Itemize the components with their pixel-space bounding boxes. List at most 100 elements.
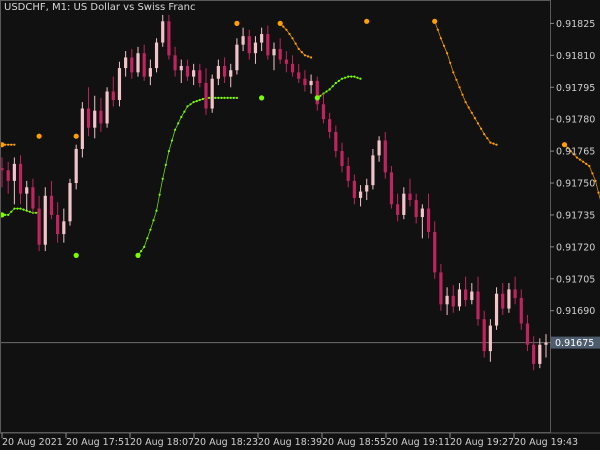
resistance-line-point xyxy=(575,156,579,159)
bull-candle-body xyxy=(272,48,276,56)
support-line-point xyxy=(226,96,229,99)
support-line-point xyxy=(223,96,226,99)
bear-candle-body xyxy=(167,21,171,56)
resistance-line-point xyxy=(582,160,585,163)
resistance-line-point xyxy=(13,143,16,146)
support-line-start-marker xyxy=(259,95,265,101)
bull-candle-body xyxy=(62,221,66,235)
y-tick-label: 0.91690 xyxy=(556,306,595,317)
support-line-point xyxy=(229,96,232,99)
resistance-line-start-marker xyxy=(364,18,370,24)
support-line-point xyxy=(143,245,146,248)
support-line-point xyxy=(189,103,192,106)
support-line-point xyxy=(325,90,328,93)
bull-candle-body xyxy=(154,42,159,69)
support-line-point xyxy=(195,100,198,103)
support-line-point xyxy=(28,210,31,213)
resistance-line-start-marker xyxy=(561,142,568,148)
resistance-line-point xyxy=(486,137,489,140)
time-axis[interactable]: 20 Aug 2021 20 Aug 17:51 20 Aug 18:07 20 Au… xyxy=(1,433,578,448)
support-line-point xyxy=(350,75,353,78)
bear-candle-body xyxy=(37,208,41,245)
support-line-point xyxy=(192,101,195,104)
resistance-line-point xyxy=(597,191,600,194)
resistance-line-segment xyxy=(564,144,600,200)
x-tick-label: 20 Aug 18:07 xyxy=(130,437,194,448)
bull-candle-body xyxy=(309,80,313,86)
support-line-point xyxy=(164,163,167,166)
x-tick-label: 20 Aug 19:43 xyxy=(514,437,578,448)
x-tick-label: 20 Aug 2021 xyxy=(2,437,63,448)
bear-candle-body xyxy=(334,131,338,152)
y-tick-label: 0.91810 xyxy=(556,51,595,62)
current-price-box xyxy=(551,336,600,349)
bull-candle-body xyxy=(229,70,233,77)
bear-candle-body xyxy=(328,119,332,132)
support-line-start-marker xyxy=(73,252,79,258)
resistance-line-point xyxy=(436,28,439,31)
bear-candle-body xyxy=(31,187,35,209)
bull-candle-body xyxy=(235,44,239,71)
bull-candle-body xyxy=(25,187,29,194)
resistance-line-point xyxy=(578,158,582,161)
bull-candle-body xyxy=(377,140,381,156)
bear-candle-body xyxy=(6,170,10,181)
bear-candle-body xyxy=(501,293,505,309)
support-line-start-marker xyxy=(0,212,5,218)
bear-candle-body xyxy=(532,344,536,364)
support-line-point xyxy=(140,250,143,253)
x-tick-label: 20 Aug 17:51 xyxy=(66,437,130,448)
bull-candle-body xyxy=(420,208,424,218)
support-line-point xyxy=(198,98,201,102)
bear-candle-body xyxy=(278,48,282,60)
bull-candle-body xyxy=(68,183,72,222)
chart-title: USDCHF, M1: US Dollar vs Swiss Franc xyxy=(4,2,196,13)
resistance-line-point xyxy=(452,71,455,74)
support-line-point xyxy=(10,210,13,213)
resistance-line-point xyxy=(4,143,7,146)
bear-candle-body xyxy=(451,295,455,307)
resistance-line-point xyxy=(455,78,458,81)
resistance-line-point xyxy=(439,37,442,40)
bear-candle-body xyxy=(389,172,394,205)
resistance-line-point xyxy=(470,111,473,114)
resistance-line-point xyxy=(282,25,285,28)
price-axis[interactable]: 0.91825 0.91810 0.91795 0.91780 0.91765 0.917… xyxy=(550,19,595,344)
resistance-line-start-marker xyxy=(73,133,79,139)
resistance-line-point xyxy=(285,28,288,31)
bull-candle-body xyxy=(488,325,492,352)
bear-candle-body xyxy=(519,297,523,324)
bear-candle-body xyxy=(284,59,288,64)
bear-candle-body xyxy=(396,204,400,215)
support-line-point xyxy=(232,96,235,99)
bull-candle-body xyxy=(365,185,369,192)
resistance-line-point xyxy=(569,150,572,153)
support-line-point xyxy=(180,115,183,119)
support-line-point xyxy=(161,177,164,180)
bear-candle-body xyxy=(414,200,418,218)
bear-candle-body xyxy=(111,91,115,101)
resistance-line-point xyxy=(585,162,588,165)
resistance-line-point xyxy=(10,143,13,146)
line-start-markers xyxy=(0,18,568,258)
bull-candle-body xyxy=(210,78,214,109)
resistance-line-point xyxy=(306,55,310,58)
support-line-point xyxy=(235,96,238,99)
bear-candle-body xyxy=(18,163,23,194)
support-line-point xyxy=(217,96,220,99)
bear-candle-body xyxy=(247,36,251,54)
resistance-line-start-marker xyxy=(432,18,438,24)
bear-candle-body xyxy=(340,151,344,166)
support-line-point xyxy=(334,81,337,85)
resistance-line-point xyxy=(594,179,597,182)
resistance-line-point xyxy=(566,146,569,149)
resistance-line-point xyxy=(442,44,446,47)
y-tick-label: 0.91750 xyxy=(556,179,595,190)
bull-candle-body xyxy=(179,65,183,71)
y-tick-label: 0.91765 xyxy=(556,147,595,158)
bull-candle-body xyxy=(241,36,245,45)
bull-candle-body xyxy=(12,163,16,181)
resistance-line-point xyxy=(288,32,291,36)
